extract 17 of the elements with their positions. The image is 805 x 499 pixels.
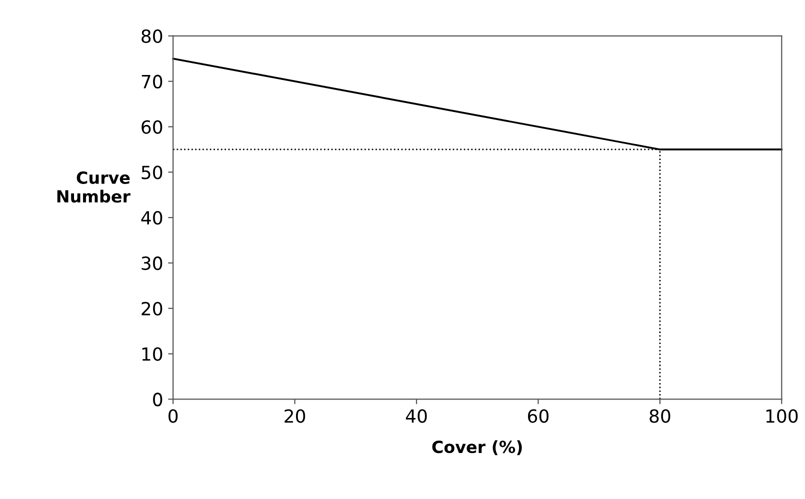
x-tick-label: 20 <box>284 409 306 423</box>
x-tick-label: 0 <box>168 409 178 423</box>
y-tick-label: 0 <box>153 392 162 406</box>
x-tick-label: 40 <box>406 409 427 423</box>
y-tick-label: 10 <box>142 347 162 361</box>
y-tick-label: 60 <box>142 120 162 134</box>
y-tick-label: 40 <box>141 211 162 225</box>
y-tick-label: 80 <box>142 29 162 44</box>
x-tick-label: 60 <box>528 409 549 423</box>
x-axis-title: Cover (%) <box>432 440 522 456</box>
y-tick-label: 70 <box>142 74 162 88</box>
x-tick-label: 100 <box>766 409 798 423</box>
y-tick-label: 20 <box>142 302 162 316</box>
y-axis-title: Curve Number <box>57 171 130 203</box>
y-tick-label: 30 <box>142 256 162 270</box>
y-tick-label: 50 <box>142 166 162 180</box>
x-tick-label: 80 <box>650 409 670 423</box>
